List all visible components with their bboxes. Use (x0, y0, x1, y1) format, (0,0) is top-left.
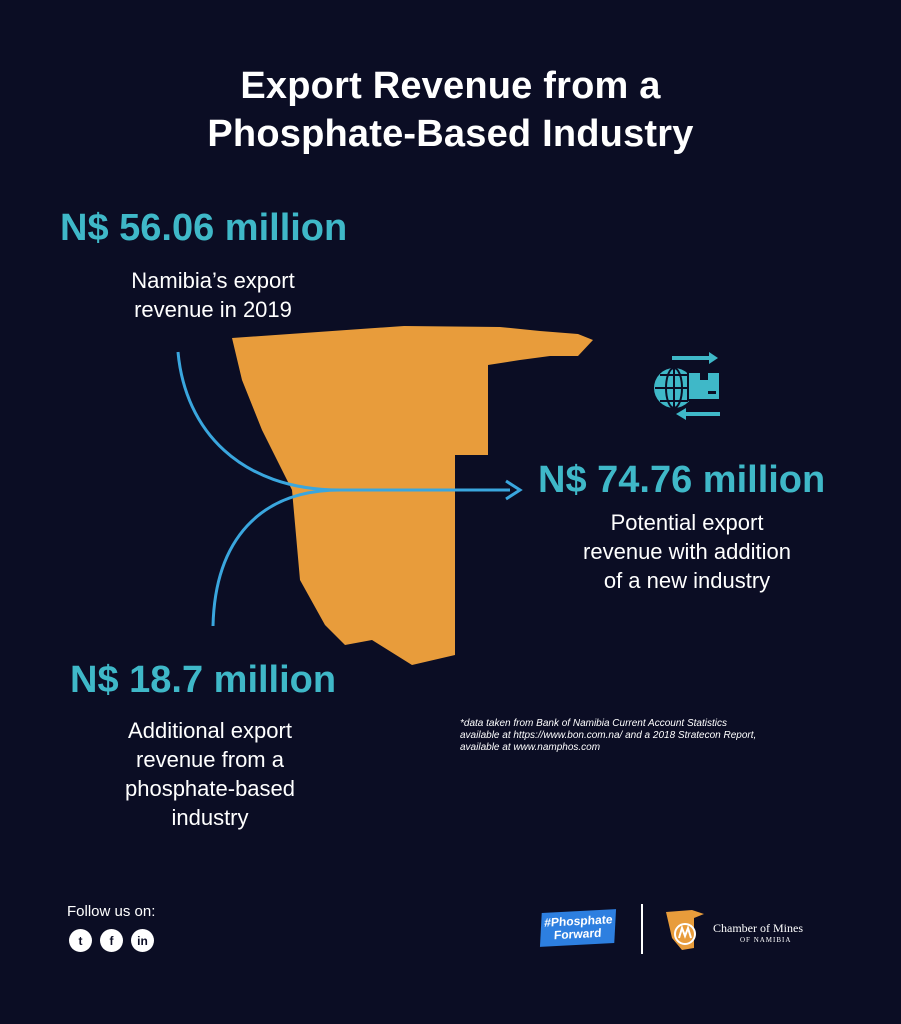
namibia-map (232, 326, 593, 665)
stat-potential-caption-line-3: of a new industry (603, 568, 771, 593)
linkedin-icon[interactable]: in (131, 929, 154, 952)
footnote-line-3: available at www.namphos.com (460, 742, 601, 753)
footer-divider (641, 904, 643, 954)
follow-us-label: Follow us on: (67, 903, 156, 920)
stat-potential-caption-line-2: revenue with addition (583, 539, 791, 564)
title-line-1: Export Revenue from a (240, 65, 661, 107)
chamber-of-mines-name: Chamber of Mines (713, 921, 803, 935)
arrow-curve-top (176, 351, 510, 492)
stat-2019-caption-line-2: revenue in 2019 (134, 297, 292, 322)
stat-potential-caption-line-1: Potential export (610, 510, 764, 535)
stat-phosphate-value: N$ 18.7 million (70, 659, 337, 701)
stat-phosphate-caption-line-4: industry (171, 805, 249, 830)
badge-line-2: Forward (553, 925, 602, 943)
footnote-line-1: *data taken from Bank of Namibia Current… (460, 718, 727, 729)
data-source-footnote: *data taken from Bank of Namibia Current… (460, 718, 800, 754)
stat-2019-caption: Namibia’s export revenue in 2019 (60, 266, 366, 324)
stat-potential-caption: Potential export revenue with addition o… (538, 508, 836, 595)
twitter-icon[interactable]: t (69, 929, 92, 952)
stat-phosphate-caption: Additional export revenue from a phospha… (70, 716, 350, 832)
stat-phosphate-caption-line-2: revenue from a (136, 747, 284, 772)
arrow-curve-bottom (211, 488, 341, 627)
stat-2019-caption-line-1: Namibia’s export (131, 268, 295, 293)
arrowhead (505, 479, 523, 501)
chamber-of-mines-subtitle: OF NAMIBIA (740, 936, 792, 944)
stat-phosphate-caption-line-3: phosphate-based (124, 776, 296, 801)
facebook-icon[interactable]: f (100, 929, 123, 952)
stat-2019-value: N$ 56.06 million (60, 207, 348, 249)
title-line-2: Phosphate-Based Industry (207, 113, 694, 155)
phosphate-forward-badge: #Phosphate Forward (539, 909, 617, 947)
stat-phosphate-caption-line-1: Additional export (128, 718, 292, 743)
stat-potential-value: N$ 74.76 million (538, 459, 826, 501)
page-title: Export Revenue from a Phosphate-Based In… (0, 62, 901, 158)
globe-box-arrows-icon (654, 352, 721, 420)
chamber-of-mines-logo (666, 910, 704, 950)
footnote-line-2: available at https://www.bon.com.na/ and… (460, 730, 757, 741)
